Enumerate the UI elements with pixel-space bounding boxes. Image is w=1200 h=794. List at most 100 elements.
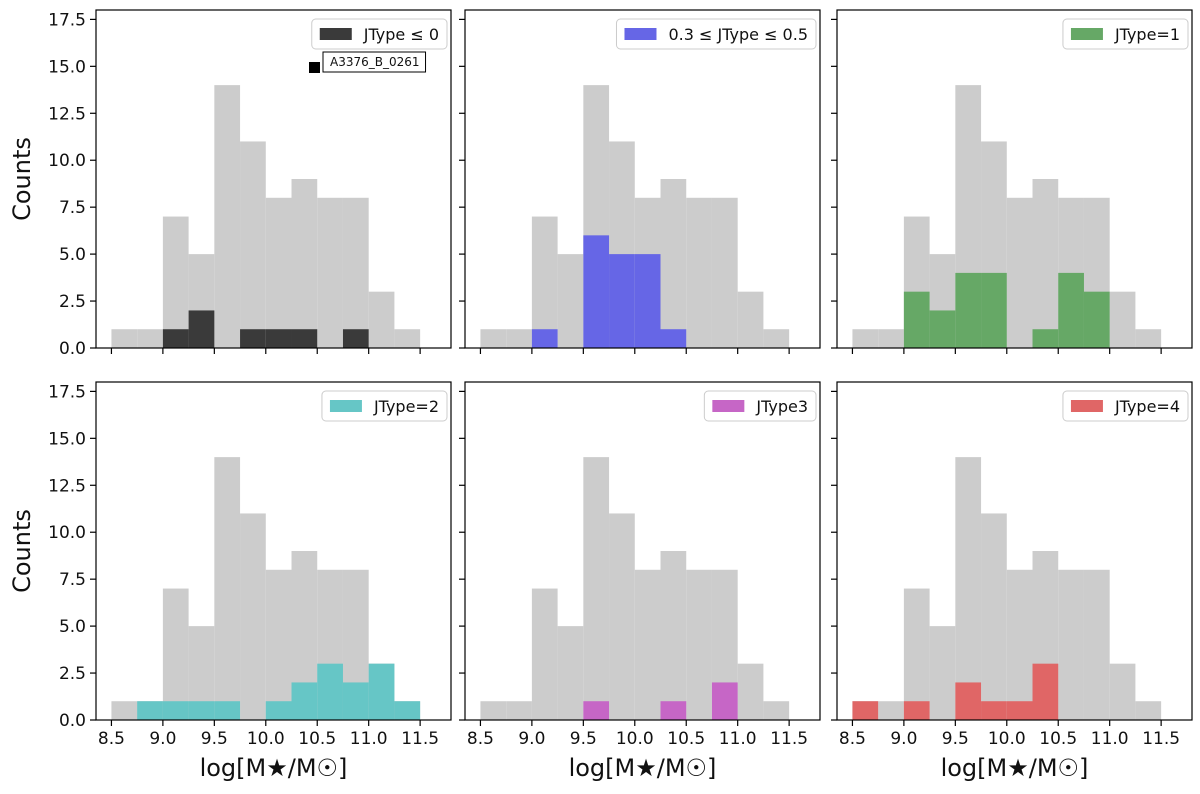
subset-bar: [981, 272, 1007, 348]
subset-bar: [137, 701, 163, 720]
background-bar: [111, 329, 138, 348]
axes-frame: [836, 381, 1193, 721]
axes-frame: [464, 9, 821, 349]
x-tick-label: 9.0: [518, 729, 545, 749]
background-bar: [878, 701, 904, 720]
x-tick-label: 9.0: [890, 729, 917, 749]
subset-bar: [188, 701, 215, 720]
legend-swatch: [319, 28, 352, 40]
background-bar: [1006, 197, 1033, 348]
x-axis-label: log[M★/M☉]: [200, 754, 348, 782]
x-tick-label: 8.5: [467, 729, 494, 749]
background-bar: [660, 551, 687, 720]
subset-bar: [291, 329, 318, 348]
background-bar: [763, 329, 790, 348]
y-tick-label: 2.5: [59, 664, 86, 684]
panel-4: 8.5 9.0 9.5 10.0 10.5 11.0 11.5 0.0 2.5 5.0 7.5 10.…: [8, 381, 452, 782]
background-bar: [955, 457, 982, 720]
background-bar: [1032, 179, 1059, 348]
legend-label: JType3: [755, 397, 808, 416]
background-bar: [240, 513, 266, 720]
y-tick-label: 17.5: [48, 10, 86, 30]
x-axis-label: log[M★/M☉]: [569, 754, 717, 782]
x-tick-label: 10.0: [247, 729, 285, 749]
axes-frame: [464, 381, 821, 721]
background-bar: [557, 254, 584, 348]
y-tick-label: 2.5: [59, 292, 86, 312]
x-tick-label: 11.5: [770, 729, 808, 749]
panel-3: JType=1: [831, 9, 1193, 354]
subset-bar: [531, 329, 558, 348]
background-bar: [557, 626, 584, 720]
panel-2: 0.3 ≤ JType ≤ 0.5: [459, 9, 821, 354]
background-bar: [480, 329, 507, 348]
x-axis-label: log[M★/M☉]: [941, 754, 1089, 782]
subset-bar: [955, 272, 982, 348]
subset-bar: [214, 701, 241, 720]
x-tick-label: 10.5: [1039, 729, 1077, 749]
legend: JType=2: [321, 390, 448, 422]
x-tick-label: 10.0: [988, 729, 1026, 749]
x-tick-label: 9.5: [570, 729, 597, 749]
x-tick-label: 9.5: [201, 729, 228, 749]
subset-bar: [981, 701, 1007, 720]
background-bar: [291, 179, 318, 348]
background-bar: [737, 663, 764, 720]
subset-bar: [394, 701, 421, 720]
legend-box: [321, 390, 448, 422]
legend: JType3: [703, 390, 817, 422]
background-bar: [903, 588, 930, 720]
background-bar: [506, 701, 532, 720]
x-tick-label: 8.5: [98, 729, 125, 749]
x-tick-label: 8.5: [839, 729, 866, 749]
background-bar: [531, 588, 558, 720]
annotation-marker: [309, 62, 320, 73]
background-bar: [1135, 701, 1162, 720]
background-bar: [686, 569, 712, 720]
subset-bar: [583, 701, 610, 720]
subset-bar: [342, 329, 369, 348]
background-bar: [265, 197, 292, 348]
legend-swatch: [1070, 400, 1103, 412]
background-bar: [368, 291, 395, 348]
subset-bar: [1006, 701, 1033, 720]
x-tick-label: 11.5: [1142, 729, 1180, 749]
background-bar: [660, 179, 687, 348]
subset-bar: [929, 310, 956, 348]
background-bar: [265, 569, 292, 720]
background-bar: [506, 329, 532, 348]
axes-frame: [95, 9, 452, 349]
subset-bar: [317, 663, 343, 720]
y-tick-label: 15.0: [48, 57, 86, 77]
background-bar: [240, 141, 266, 348]
axes-frame: [95, 381, 452, 721]
background-bar: [878, 329, 904, 348]
background-bar: [342, 197, 369, 348]
y-tick-label: 0.0: [59, 339, 86, 359]
legend: 0.3 ≤ JType ≤ 0.5: [615, 18, 817, 50]
subset-bar: [1032, 329, 1059, 348]
x-tick-label: 11.0: [719, 729, 757, 749]
x-tick-label: 11.0: [350, 729, 388, 749]
x-tick-label: 9.0: [149, 729, 176, 749]
annotation: A3376_B_0261: [309, 51, 427, 73]
subset-bar: [1032, 663, 1059, 720]
background-bar: [531, 216, 558, 348]
panel-1: 0.0 2.5 5.0 7.5 10.0 12.5 15.0 17.5 Counts JType …: [8, 9, 452, 359]
subset-bar: [955, 682, 982, 720]
subset-bar: [634, 254, 661, 348]
legend-label: JType=1: [1114, 25, 1180, 44]
background-bar: [162, 588, 189, 720]
y-tick-label: 15.0: [48, 429, 86, 449]
background-bar: [1058, 569, 1084, 720]
background-bar: [852, 329, 879, 348]
legend-box: [311, 18, 448, 50]
legend-label: JType=4: [1114, 397, 1180, 416]
background-bar: [737, 291, 764, 348]
background-bar: [394, 329, 421, 348]
legend-box: [615, 18, 817, 50]
x-tick-label: 9.5: [942, 729, 969, 749]
annotation-label: A3376_B_0261: [330, 55, 420, 69]
subset-bar: [240, 329, 266, 348]
subset-bar: [660, 329, 687, 348]
